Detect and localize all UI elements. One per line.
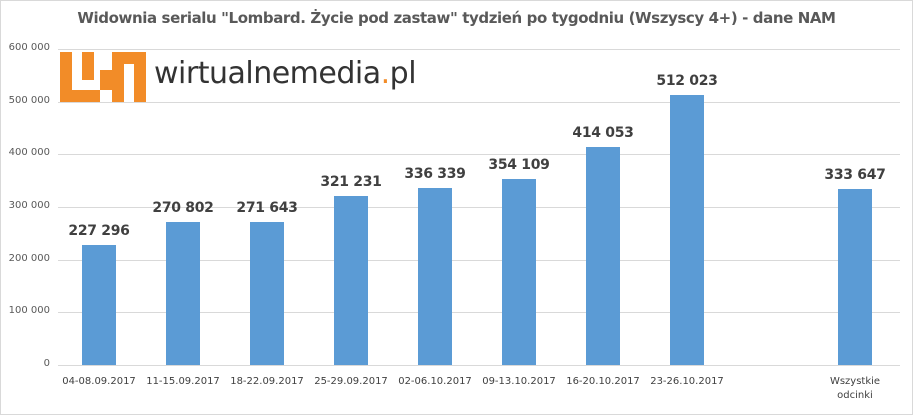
- x-tick-label: 16-20.10.2017: [566, 376, 640, 387]
- wirtualnemedia-logo-icon: [60, 52, 146, 102]
- x-tick-label: Wszystkie odcinki: [813, 375, 897, 403]
- x-tick-label: 18-22.09.2017: [230, 376, 304, 387]
- data-label: 270 802: [152, 200, 214, 217]
- data-label: 227 296: [68, 223, 130, 240]
- chart-title: Widownia serialu "Lombard. Życie pod zas…: [77, 9, 836, 27]
- y-tick-label: 500 000: [8, 94, 50, 106]
- bar: [334, 195, 368, 365]
- x-tick-label: 25-29.09.2017: [314, 376, 388, 387]
- logo-dot: .: [380, 56, 391, 91]
- wirtualnemedia-logo: wirtualnemedia.pl: [60, 52, 417, 102]
- y-tick-label: 600 000: [8, 42, 50, 53]
- bar: [166, 222, 200, 365]
- data-label: 321 231: [320, 173, 382, 190]
- y-tick-label: 200 000: [8, 252, 50, 264]
- data-label: 354 109: [488, 156, 550, 173]
- bar: [586, 146, 620, 365]
- bar: [418, 187, 452, 365]
- bar: [838, 189, 872, 365]
- x-tick-label: 09-13.10.2017: [482, 376, 556, 387]
- gridline: [58, 312, 900, 314]
- y-tick-label: 100 000: [8, 305, 50, 317]
- gridline: [58, 101, 900, 103]
- logo-tld: pl: [389, 56, 417, 91]
- data-label: 512 023: [656, 73, 718, 90]
- data-label: 336 339: [404, 165, 466, 182]
- x-tick-label-line: odcinki: [837, 390, 873, 401]
- gridline: [58, 49, 900, 50]
- data-label: 333 647: [824, 167, 886, 184]
- gridline: [58, 207, 900, 208]
- y-tick-label: 400 000: [8, 147, 50, 159]
- x-tick-label: 02-06.10.2017: [398, 376, 472, 387]
- data-label: 414 053: [572, 124, 634, 141]
- gridline: [58, 365, 900, 366]
- plot-area: [58, 49, 900, 366]
- x-tick-label: 23-26.10.2017: [650, 376, 724, 387]
- y-tick-label: 0: [43, 358, 50, 369]
- gridline: [58, 259, 900, 261]
- x-tick-label-line: Wszystkie: [829, 376, 881, 387]
- x-tick-label: 04-08.09.2017: [62, 376, 136, 387]
- bar: [670, 95, 704, 365]
- gridline: [58, 154, 900, 156]
- logo-name: wirtualnemedia: [154, 56, 381, 91]
- bar: [250, 221, 284, 365]
- data-label: 271 643: [236, 199, 298, 216]
- y-tick-label: 300 000: [8, 200, 50, 211]
- x-tick-label: 11-15.09.2017: [146, 376, 220, 387]
- bar: [82, 245, 116, 365]
- bar: [502, 178, 536, 365]
